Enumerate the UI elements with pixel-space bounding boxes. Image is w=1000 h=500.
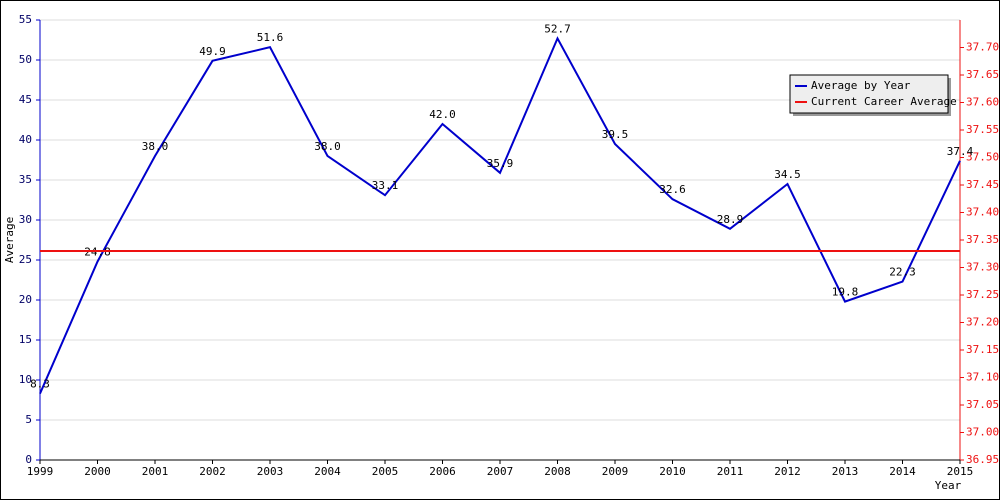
x-tick-label: 2014: [889, 465, 916, 478]
data-label: 49.9: [199, 45, 226, 58]
y-tick-label: 5: [25, 413, 32, 426]
y2-tick-label: 37.55: [966, 123, 999, 136]
y2-tick-label: 37.10: [966, 371, 999, 384]
y2-tick-label: 37.40: [966, 206, 999, 219]
y2-tick-label: 37.65: [966, 68, 999, 81]
x-tick-label: 1999: [27, 465, 54, 478]
data-label: 35.9: [487, 157, 514, 170]
y-tick-label: 55: [19, 13, 32, 26]
data-label: 34.5: [774, 168, 801, 181]
y-tick-label: 40: [19, 133, 32, 146]
data-label: 38.0: [314, 140, 341, 153]
legend-label: Current Career Average: [811, 95, 957, 108]
y-axis-label: Average: [3, 217, 16, 263]
x-tick-label: 2003: [257, 465, 284, 478]
data-label: 51.6: [257, 31, 284, 44]
x-tick-label: 2005: [372, 465, 399, 478]
x-tick-label: 2006: [429, 465, 456, 478]
y2-tick-label: 37.60: [966, 96, 999, 109]
data-label: 8.3: [30, 378, 50, 391]
x-tick-label: 2002: [199, 465, 226, 478]
x-tick-label: 2010: [659, 465, 686, 478]
y2-tick-label: 37.20: [966, 316, 999, 329]
y2-tick-label: 37.35: [966, 233, 999, 246]
y-tick-label: 30: [19, 213, 32, 226]
data-label: 38.0: [142, 140, 169, 153]
y-tick-label: 35: [19, 173, 32, 186]
x-tick-label: 2013: [832, 465, 859, 478]
x-tick-label: 2007: [487, 465, 514, 478]
x-tick-label: 2015: [947, 465, 974, 478]
data-label: 33.1: [372, 179, 399, 192]
x-tick-label: 2001: [142, 465, 169, 478]
x-tick-label: 2008: [544, 465, 571, 478]
x-tick-label: 2009: [602, 465, 629, 478]
y2-tick-label: 37.70: [966, 41, 999, 54]
x-tick-label: 2000: [84, 465, 111, 478]
data-label: 19.8: [832, 286, 859, 299]
data-label: 28.9: [717, 213, 744, 226]
data-label: 42.0: [429, 108, 456, 121]
data-label: 32.6: [659, 183, 686, 196]
y-tick-label: 45: [19, 93, 32, 106]
y-tick-label: 10: [19, 373, 32, 386]
legend-box: [789, 74, 949, 114]
y2-tick-label: 37.50: [966, 151, 999, 164]
y-tick-label: 0: [25, 453, 32, 466]
series-line: [39, 36, 961, 394]
y-tick-label: 25: [19, 253, 32, 266]
y2-tick-label: 37.15: [966, 343, 999, 356]
data-label: 37.4: [947, 145, 974, 158]
x-axis-label: Year: [935, 479, 962, 492]
x-tick-label: 2011: [717, 465, 744, 478]
y2-tick-label: 36.95: [966, 453, 999, 466]
y2-tick-label: 37.25: [966, 288, 999, 301]
x-tick-label: 2012: [774, 465, 801, 478]
y2-tick-label: 37.30: [966, 261, 999, 274]
y2-tick-label: 37.45: [966, 178, 999, 191]
y-tick-label: 50: [19, 53, 32, 66]
data-label: 52.7: [544, 22, 571, 35]
x-tick-label: 2004: [314, 465, 341, 478]
data-label: 24.8: [84, 246, 111, 259]
legend-label: Average by Year: [811, 79, 911, 92]
y-tick-label: 15: [19, 333, 32, 346]
y-tick-label: 20: [19, 293, 32, 306]
y2-tick-label: 37.05: [966, 398, 999, 411]
y2-tick-label: 37.00: [966, 426, 999, 439]
data-label: 39.5: [602, 128, 629, 141]
data-label: 22.3: [889, 266, 916, 279]
